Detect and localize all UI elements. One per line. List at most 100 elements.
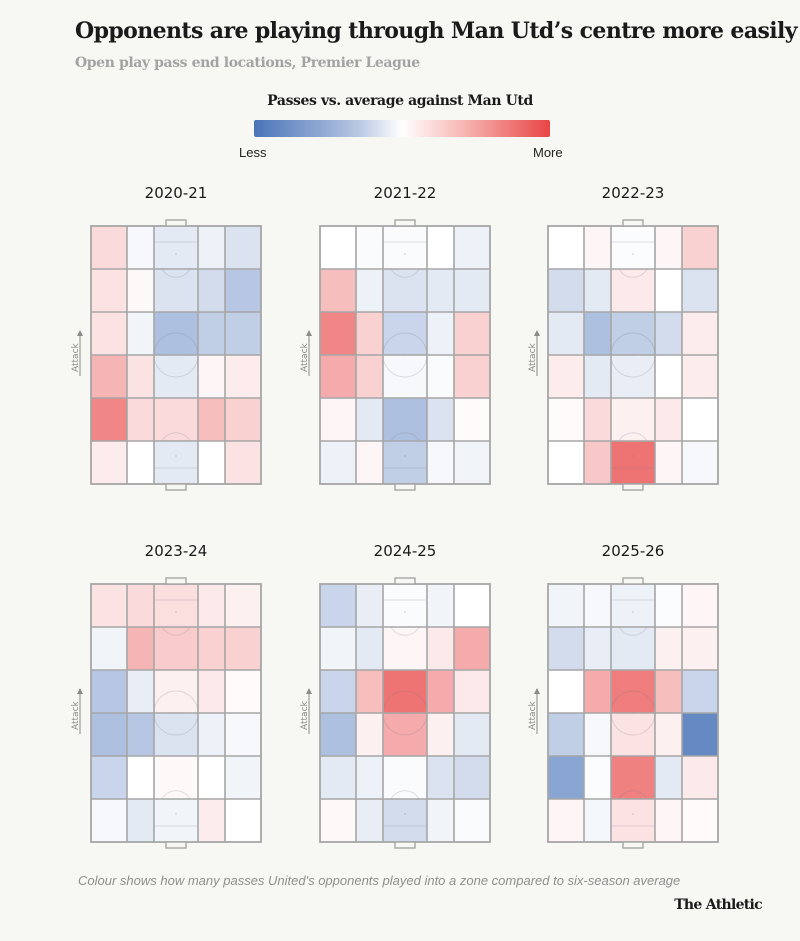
zone-cell (548, 584, 584, 627)
zone-cell (356, 226, 383, 269)
brand-logo: The Athletic (674, 897, 762, 913)
zone-cell (584, 799, 611, 842)
zone-cell (356, 670, 383, 713)
zone-cell (127, 441, 154, 484)
zone-cell (383, 398, 427, 441)
penalty-arc-top (618, 626, 648, 636)
zone-cell (198, 584, 225, 627)
penalty-arc-top (390, 626, 420, 636)
zone-cell (611, 670, 655, 713)
goal-top (165, 219, 187, 227)
zone-cell (198, 670, 225, 713)
zone-cell (584, 584, 611, 627)
zone-cell (655, 670, 682, 713)
zone-cell (454, 355, 490, 398)
zone-cell (154, 269, 198, 312)
zone-cell (655, 312, 682, 355)
zone-cell (611, 398, 655, 441)
zone-cell (320, 226, 356, 269)
zone-cell (427, 312, 454, 355)
zone-cell (320, 312, 356, 355)
zone-cell (584, 269, 611, 312)
zone-cell (127, 226, 154, 269)
zone-cell (91, 398, 127, 441)
pitch-heatmap-2022-23: Attack (528, 219, 719, 491)
zone-cell (584, 713, 611, 756)
goal-bottom (622, 483, 644, 491)
pitch-heatmap-2023-24: Attack (71, 577, 262, 849)
zone-cell (682, 441, 718, 484)
zone-cell (454, 713, 490, 756)
footnote: Colour shows how many passes United's op… (78, 873, 681, 888)
zone-cell (454, 670, 490, 713)
penalty-spot-bottom (175, 455, 177, 457)
zone-cell (655, 441, 682, 484)
zone-cell (655, 713, 682, 756)
zone-cell (154, 312, 198, 355)
zone-cell (91, 584, 127, 627)
penalty-spot-top (175, 611, 177, 613)
zone-cell (198, 312, 225, 355)
zone-cell (427, 226, 454, 269)
zone-cell (682, 756, 718, 799)
zone-cell (548, 713, 584, 756)
zone-cell (91, 226, 127, 269)
zone-cell (548, 627, 584, 670)
zone-cell (198, 756, 225, 799)
penalty-arc-top (161, 626, 191, 636)
zone-cell (225, 756, 261, 799)
zone-cell (584, 627, 611, 670)
zone-cell (611, 312, 655, 355)
penalty-spot-top (404, 611, 406, 613)
zone-cell (383, 670, 427, 713)
pitch-heatmap-2021-22: Attack (300, 219, 491, 491)
zone-cell (611, 756, 655, 799)
zone-cell (127, 312, 154, 355)
zone-cell (198, 441, 225, 484)
zone-cell (225, 670, 261, 713)
zone-cell (427, 713, 454, 756)
zone-cell (91, 312, 127, 355)
zone-cell (548, 799, 584, 842)
zone-cell (225, 584, 261, 627)
zone-cell (356, 398, 383, 441)
zone-cell (655, 799, 682, 842)
chart-title: Opponents are playing through Man Utd’s … (75, 18, 798, 44)
zone-cell (154, 670, 198, 713)
penalty-spot-bottom (632, 813, 634, 815)
zone-cell (427, 584, 454, 627)
zone-cell (91, 670, 127, 713)
zone-cell (127, 627, 154, 670)
attack-direction-arrow (306, 688, 312, 734)
legend-low-label: Less (239, 145, 267, 160)
panel-title: 2020-21 (144, 184, 208, 202)
zone-cell (454, 312, 490, 355)
zone-cell (383, 312, 427, 355)
zone-cell (655, 398, 682, 441)
zone-cell (198, 226, 225, 269)
pitch-heatmap-2020-21: Attack (71, 219, 262, 491)
attack-label: Attack (528, 342, 538, 372)
zone-cell (225, 269, 261, 312)
zone-cell (682, 226, 718, 269)
zone-cell (320, 355, 356, 398)
goal-top (622, 219, 644, 227)
panel-title: 2022-23 (601, 184, 665, 202)
zone-cell (127, 799, 154, 842)
attack-label: Attack (300, 700, 310, 730)
zone-cell (584, 226, 611, 269)
zone-cell (454, 756, 490, 799)
panel-title: 2024-25 (373, 542, 437, 560)
zone-cell (225, 799, 261, 842)
zone-cell (584, 670, 611, 713)
attack-label: Attack (528, 700, 538, 730)
zone-cell (225, 441, 261, 484)
penalty-spot-bottom (632, 455, 634, 457)
penalty-spot-top (632, 611, 634, 613)
zone-cell (454, 269, 490, 312)
zone-cell (383, 627, 427, 670)
penalty-spot-bottom (175, 813, 177, 815)
zone-cell (356, 312, 383, 355)
zone-cell (320, 713, 356, 756)
zone-cell (154, 627, 198, 670)
